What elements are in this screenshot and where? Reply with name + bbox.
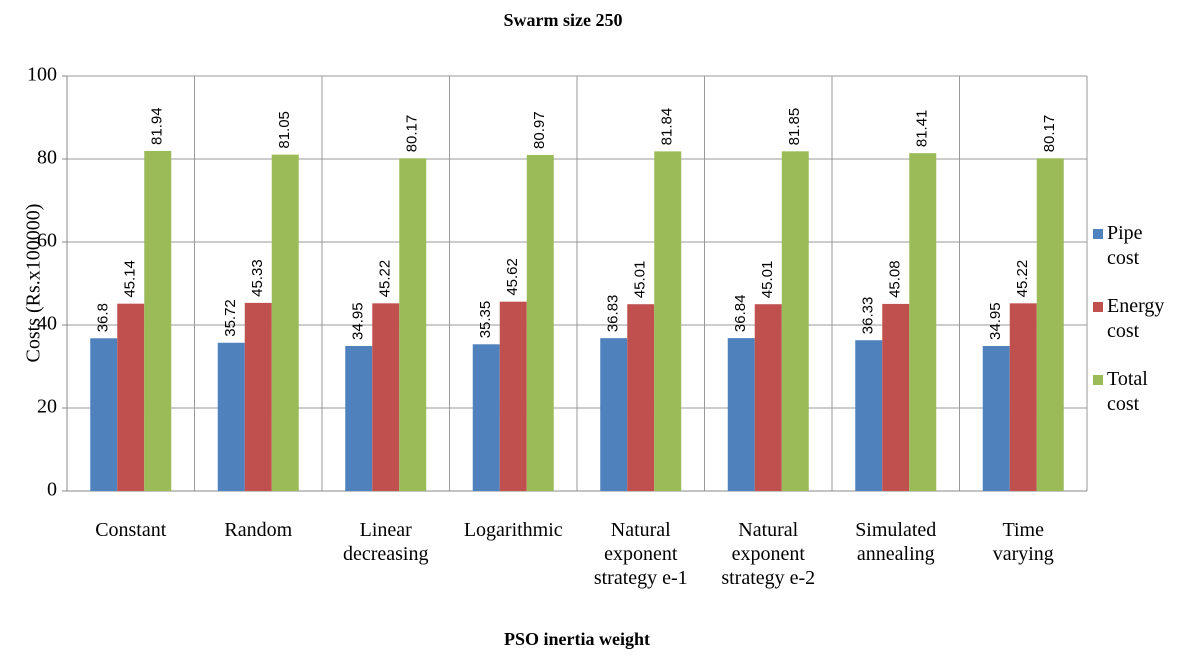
legend-swatch — [1093, 302, 1103, 312]
y-tick-label: 0 — [47, 479, 57, 501]
bar — [372, 303, 400, 491]
bar — [117, 303, 145, 491]
bar — [90, 338, 118, 491]
bar — [244, 302, 272, 491]
x-tick-label: Logarithmic — [464, 519, 563, 541]
bar — [882, 303, 910, 491]
y-tick-label: 100 — [27, 64, 57, 86]
y-tick-label: 60 — [37, 230, 57, 252]
data-label: 81.41 — [914, 110, 931, 148]
data-label: 35.72 — [222, 299, 239, 337]
x-tick-label: Natural exponent strategy e-1 — [594, 519, 688, 589]
data-label: 45.22 — [1014, 260, 1031, 298]
data-label: 35.35 — [477, 301, 494, 339]
bar — [144, 150, 172, 491]
data-label: 81.94 — [149, 107, 166, 145]
y-axis-title: Costs (Rs.x100000) — [23, 204, 45, 363]
bar — [654, 151, 682, 491]
bar — [754, 304, 782, 491]
data-label: 36.8 — [95, 303, 112, 332]
data-label: 45.22 — [377, 260, 394, 298]
data-label: 45.33 — [249, 259, 266, 297]
chart-title: Swarm size 250 — [504, 10, 623, 30]
data-label: 45.01 — [632, 261, 649, 299]
data-label: 36.84 — [732, 295, 749, 333]
data-label: 80.17 — [1041, 115, 1058, 153]
data-label: 45.08 — [887, 260, 904, 298]
data-label: 81.84 — [659, 108, 676, 146]
legend-label: Pipe cost — [1107, 222, 1143, 269]
legend-label: Total cost — [1107, 368, 1148, 415]
bar — [345, 345, 373, 491]
bar — [271, 154, 299, 491]
bar — [399, 158, 427, 491]
bar — [1009, 303, 1037, 491]
data-label: 45.62 — [504, 258, 521, 296]
x-tick-label: Constant — [95, 519, 167, 541]
data-label: 81.85 — [786, 108, 803, 146]
data-label: 45.14 — [122, 260, 139, 298]
x-axis-title: PSO inertia weight — [504, 629, 650, 649]
bar — [627, 304, 655, 491]
data-label: 36.33 — [860, 297, 877, 335]
bar — [982, 345, 1010, 491]
data-label: 80.97 — [531, 111, 548, 149]
legend-swatch — [1093, 375, 1103, 385]
bar — [909, 153, 937, 491]
x-tick-label: Natural exponent strategy e-2 — [721, 519, 815, 589]
bar — [499, 301, 527, 491]
y-tick-label: 40 — [37, 313, 57, 335]
y-tick-label: 80 — [37, 147, 57, 169]
bar — [526, 154, 554, 492]
bar — [217, 342, 245, 491]
bar — [472, 344, 500, 491]
y-tick-label: 20 — [37, 396, 57, 418]
data-label: 45.01 — [759, 261, 776, 299]
x-tick-label: Random — [224, 519, 292, 541]
data-label: 34.95 — [987, 302, 1004, 340]
data-label: 80.17 — [404, 115, 421, 153]
bar — [855, 340, 883, 491]
data-label: 34.95 — [350, 302, 367, 340]
bar — [600, 338, 628, 491]
legend-label: Energy cost — [1107, 295, 1164, 342]
x-tick-label: Time varying — [993, 519, 1054, 565]
x-tick-label: Linear decreasing — [343, 519, 429, 565]
bar — [781, 151, 809, 491]
legend-swatch — [1093, 229, 1103, 239]
bar — [727, 338, 755, 491]
bar — [1036, 158, 1064, 491]
x-tick-label: Simulated annealing — [855, 519, 936, 565]
data-label: 36.83 — [605, 295, 622, 333]
data-label: 81.05 — [276, 111, 293, 149]
